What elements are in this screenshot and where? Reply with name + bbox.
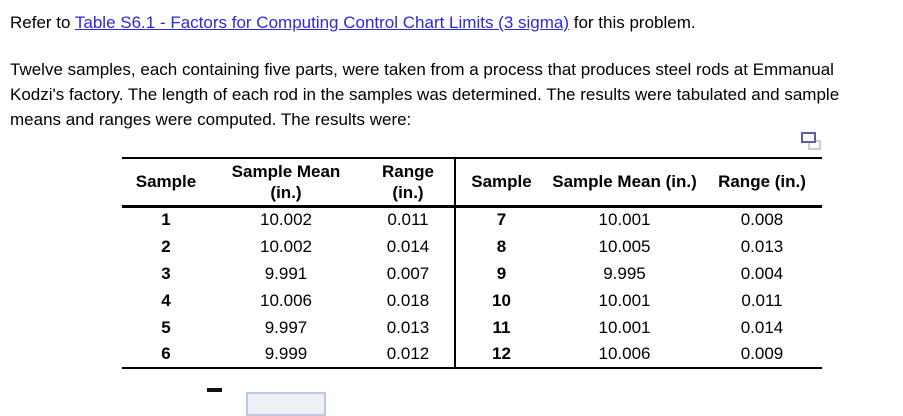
sample-number: 8 <box>454 233 547 260</box>
sample-range: 0.018 <box>386 290 430 310</box>
table-row: 5 9.997 0.013 11 10.001 0.014 <box>122 314 822 341</box>
sample-number: 12 <box>454 341 547 368</box>
table-row: 1 10.002 0.011 7 10.001 0.008 <box>122 206 822 233</box>
sample-number: 7 <box>454 206 547 233</box>
x-bar-overbar-partial <box>207 388 222 392</box>
intro-suffix: for this problem. <box>569 13 696 32</box>
sample-range: 0.008 <box>740 210 784 230</box>
sample-mean: 10.001 <box>598 290 651 310</box>
copy-icon[interactable] <box>801 132 823 152</box>
sample-number: 1 <box>161 210 171 230</box>
sample-range: 0.007 <box>386 263 430 283</box>
sample-range: 0.013 <box>740 236 784 256</box>
col-header-range-left: Range (in.) <box>362 158 455 208</box>
intro-prefix: Refer to <box>10 13 75 32</box>
sample-mean: 9.999 <box>264 344 308 363</box>
sample-range: 0.014 <box>386 236 430 256</box>
sample-range: 0.011 <box>741 290 783 310</box>
table-row: 3 9.991 0.007 9 9.995 0.004 <box>122 260 822 287</box>
sample-mean: 9.997 <box>264 317 308 337</box>
col-header-mean-left: Sample Mean (in.) <box>210 158 362 208</box>
answer-input[interactable] <box>246 392 326 416</box>
intro-line: Refer to Table S6.1 - Factors for Comput… <box>10 13 696 33</box>
table-s61-link[interactable]: Table S6.1 - Factors for Computing Contr… <box>74 13 570 32</box>
sample-mean: 10.002 <box>260 236 312 256</box>
sample-number: 3 <box>161 263 171 283</box>
sample-number: 10 <box>454 287 547 314</box>
sample-number: 2 <box>161 236 171 256</box>
sample-number: 11 <box>454 314 547 341</box>
sample-mean: 9.991 <box>264 263 308 283</box>
sample-mean: 10.001 <box>598 210 651 230</box>
sample-number: 4 <box>161 290 171 310</box>
table-row: 4 10.006 0.018 10 10.001 0.011 <box>122 287 822 314</box>
sample-range: 0.013 <box>386 317 430 337</box>
sample-mean: 10.001 <box>598 317 651 337</box>
sample-range: 0.004 <box>740 263 784 283</box>
sample-mean: 10.005 <box>598 236 651 256</box>
sample-mean: 9.995 <box>603 263 646 283</box>
copy-icon-front-square <box>801 132 816 143</box>
page: { "intro": { "prefix": "Refer to ", "lin… <box>10 13 840 416</box>
sample-mean: 10.002 <box>260 210 312 230</box>
col-header-mean-right: Sample Mean (in.) <box>547 158 702 208</box>
sample-range: 0.014 <box>740 317 784 337</box>
col-header-range-right: Range (in.) <box>702 158 822 208</box>
sample-mean: 10.006 <box>598 344 651 363</box>
header-row: Sample Sample Mean (in.) Range (in.) Sam… <box>122 158 822 208</box>
sample-number: 5 <box>161 317 171 337</box>
sample-range: 0.009 <box>740 344 784 363</box>
sample-range: 0.012 <box>386 344 430 363</box>
sample-number: 9 <box>454 260 547 287</box>
samples-table: Sample Sample Mean (in.) Range (in.) Sam… <box>122 157 822 369</box>
samples-table-container: Sample Sample Mean (in.) Range (in.) Sam… <box>122 157 822 369</box>
sample-mean: 10.006 <box>260 290 312 310</box>
col-header-sample-right: Sample <box>454 158 547 208</box>
sample-number: 6 <box>161 344 171 363</box>
table-row: 6 9.999 0.012 12 10.006 0.009 <box>122 341 822 368</box>
sample-range: 0.011 <box>387 210 429 230</box>
problem-text: Twelve samples, each containing five par… <box>10 60 840 129</box>
table-row: 2 10.002 0.014 8 10.005 0.013 <box>122 233 822 260</box>
col-header-sample-left: Sample <box>122 158 210 208</box>
